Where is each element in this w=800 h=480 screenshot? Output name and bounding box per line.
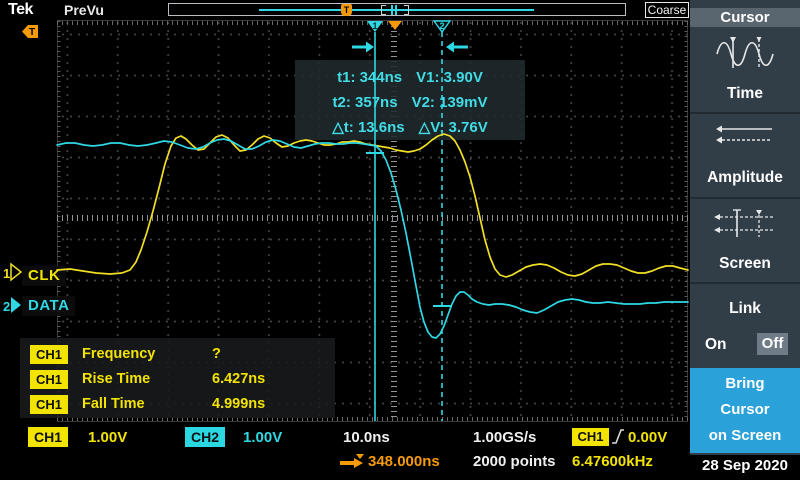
status-bar: CH1 1.00V CH2 1.00V 10.0ns 1.00GS/s CH1 … [0,422,690,480]
trigger-source-badge: CH1 [572,428,609,446]
trigger-level: 0.00V [628,429,668,446]
menu-item-amplitude-label: Amplitude [707,169,783,186]
expansion-bracket-left [381,5,386,15]
measurement-name: Frequency [82,346,156,362]
link-off-option[interactable]: Off [757,333,788,355]
window-marker [395,5,397,15]
bring-cursor-on-screen-button[interactable]: Bring Cursor on Screen [690,368,800,453]
cursor-v1: V1: 3.90V [416,69,483,86]
screen-cursors-icon [714,209,774,237]
measurement-name: Rise Time [82,371,151,387]
date-display: 28 Sep 2020 [690,455,800,480]
cursor-menu: Cursor Time Amplitude [690,0,800,455]
bring-line3: on Screen [708,427,782,444]
menu-item-time-label: Time [727,85,763,102]
menu-divider [690,282,800,284]
ch2-badge[interactable]: CH2 [185,427,225,447]
record-position-bar[interactable]: T [168,3,626,16]
cursor-dv: △V: 3.76V [418,119,488,136]
menu-divider [690,197,800,199]
cursor-t1: t1: 344ns [337,69,403,86]
sample-rate: 1.00GS/s [473,429,537,446]
trigger-level-badge[interactable]: T [22,25,38,38]
trigger-t-icon: T [341,4,352,16]
expansion-bracket-right [404,5,409,15]
menu-item-amplitude[interactable]: Amplitude [690,124,800,187]
measurement-value: 4.999ns [212,396,266,412]
measurement-box: CH1 Frequency ? CH1 Rise Time 6.427ns CH… [20,338,335,418]
measurement-value: ? [212,346,221,362]
ch2-scale: 1.00V [243,429,283,446]
menu-item-screen[interactable]: Screen [690,208,800,273]
delay-arrow-icon [340,454,364,468]
menu-title: Cursor [690,8,800,27]
measurement-value: 6.427ns [212,371,266,387]
cursor-v2: V2: 139mV [411,94,488,111]
menu-item-screen-label: Screen [719,255,771,272]
channel-badge: CH1 [30,395,68,414]
rising-edge-icon [612,429,624,444]
channel-badge: CH1 [30,345,68,364]
channel-badge: CH1 [30,370,68,389]
record-length: 2000 points [473,453,556,470]
menu-divider [690,112,800,114]
timebase: 10.0ns [343,429,390,446]
bring-line1: Bring [725,375,765,392]
link-on-option[interactable]: On [705,336,727,353]
ch1-badge[interactable]: CH1 [28,427,68,447]
svg-text:1: 1 [3,266,10,281]
link-label: Link [729,300,761,317]
horizontal-delay: 348.000ns [368,453,440,470]
cursor-readout-box: t1: 344ns V1: 3.90V t2: 357ns V2: 139mV △t… [295,60,525,140]
svg-text:T: T [29,27,35,38]
tek-logo: Tek [8,1,33,18]
measurement-row: CH1 Rise Time 6.427ns [20,370,335,390]
trigger-frequency: 6.47600kHz [572,453,653,470]
top-bar: Tek PreVu T Coarse [0,0,690,19]
menu-item-time[interactable]: Time [690,34,800,103]
ch2-waveform-label: DATA [22,296,76,316]
measurement-row: CH1 Fall Time 4.999ns [20,395,335,415]
ch1-ground-marker[interactable]: 1 [3,262,23,282]
measurement-row: CH1 Frequency ? [20,345,335,365]
measurement-name: Fall Time [82,396,145,412]
time-cursors-icon [716,37,774,68]
ch2-ground-marker[interactable]: 2 [3,297,21,314]
svg-text:2: 2 [3,299,10,314]
acquisition-mode: PreVu [64,2,104,18]
coarse-indicator: Coarse [645,2,689,18]
amplitude-cursors-icon [716,125,772,144]
cursor-t2: t2: 357ns [332,94,398,111]
bring-line2: Cursor [720,401,770,418]
window-marker [391,5,393,15]
ch1-scale: 1.00V [88,429,128,446]
ch1-waveform-label: CLK [22,266,67,286]
menu-item-link: Link [690,300,800,318]
cursor-dt: △t: 13.6ns [332,119,405,136]
